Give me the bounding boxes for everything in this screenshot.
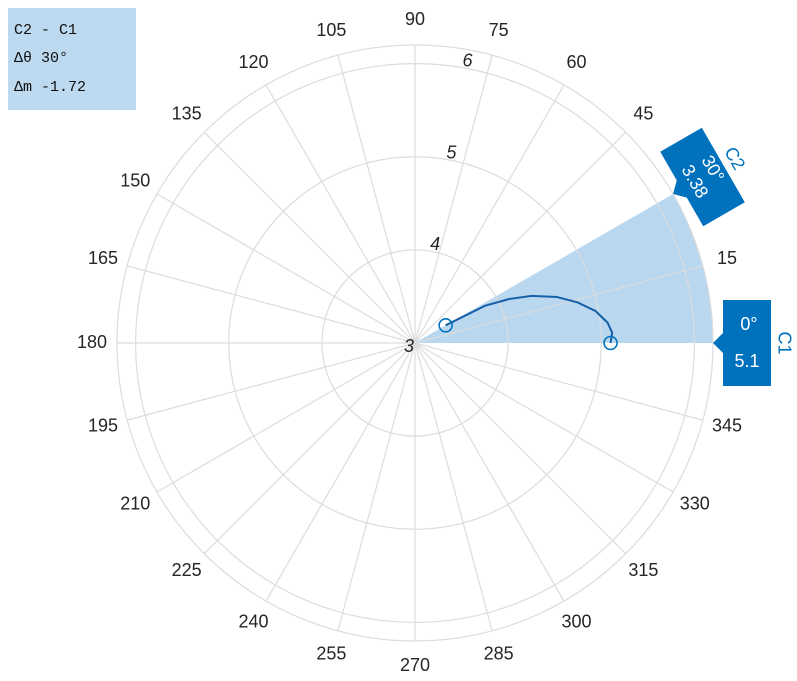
theta-tick-label: 270 <box>400 655 430 675</box>
cursor-sector <box>415 194 713 343</box>
theta-tick-label: 345 <box>712 415 742 435</box>
theta-tick-label: 285 <box>484 644 514 664</box>
theta-tick-label: 90 <box>405 9 425 29</box>
cursor-marker <box>603 335 618 351</box>
cursor-box <box>713 300 771 386</box>
measurement-box: C2 - C1 Δθ 30° Δm -1.72 <box>8 8 136 110</box>
theta-tick-label: 15 <box>717 248 737 268</box>
cursor-name: C1 <box>774 331 794 354</box>
angular-grid-line <box>414 84 565 344</box>
angular-grid-line <box>265 342 416 602</box>
r-tick-label: 6 <box>463 51 474 71</box>
angular-grid-line <box>265 84 416 344</box>
theta-tick-label: 315 <box>628 560 658 580</box>
theta-tick-label: 210 <box>120 493 150 513</box>
angular-grid-line <box>414 131 627 344</box>
theta-tick-label: 165 <box>88 248 118 268</box>
angular-grid-line <box>337 54 416 344</box>
angular-grid-line <box>414 342 565 602</box>
r-tick-label: 3 <box>404 336 414 356</box>
theta-tick-label: 150 <box>120 170 150 190</box>
measurement-line: Δθ 30° <box>14 50 68 67</box>
cursor-marker <box>438 318 453 333</box>
cursor-box <box>660 127 745 227</box>
theta-tick-label: 60 <box>566 52 586 72</box>
angular-grid-line <box>203 131 416 344</box>
r-tick-label: 5 <box>446 142 457 162</box>
theta-tick-label: 240 <box>238 611 268 631</box>
theta-tick-label: 120 <box>238 52 268 72</box>
angular-grid-line <box>337 342 416 632</box>
cursor-radius: 5.1 <box>734 351 759 371</box>
theta-tick-label: 75 <box>489 20 509 40</box>
data-layer <box>438 294 618 351</box>
cursor-callout: 0° 5.1 C1 <box>713 300 794 386</box>
theta-tick-label: 225 <box>172 560 202 580</box>
angular-grid-line <box>414 265 704 344</box>
angular-grid-line <box>126 342 416 421</box>
angular-grid-line <box>156 342 416 493</box>
r-tick-label: 4 <box>430 234 440 254</box>
angular-grid-line <box>414 54 493 344</box>
grid-layer: 1545607590105120135150165180195210225240… <box>77 9 742 675</box>
angular-grid-line <box>126 265 416 344</box>
theta-tick-label: 105 <box>316 20 346 40</box>
theta-tick-label: 180 <box>77 332 107 352</box>
angular-grid-line <box>156 193 416 344</box>
theta-tick-label: 45 <box>633 103 653 123</box>
angular-grid-line <box>414 342 493 632</box>
theta-tick-label: 135 <box>172 103 202 123</box>
theta-tick-label: 300 <box>561 611 591 631</box>
angular-grid-line <box>414 342 627 555</box>
theta-tick-label: 195 <box>88 415 118 435</box>
measurement-background <box>8 8 136 110</box>
theta-tick-label: 330 <box>680 493 710 513</box>
angular-grid-line <box>414 342 704 421</box>
measurement-line: Δm -1.72 <box>14 79 86 96</box>
angular-grid-line <box>414 342 674 493</box>
data-line <box>445 294 614 344</box>
measurement-line: C2 - C1 <box>14 22 77 39</box>
angular-grid-line <box>203 342 416 555</box>
theta-tick-label: 255 <box>316 644 346 664</box>
cursor-angle: 0° <box>740 314 757 334</box>
